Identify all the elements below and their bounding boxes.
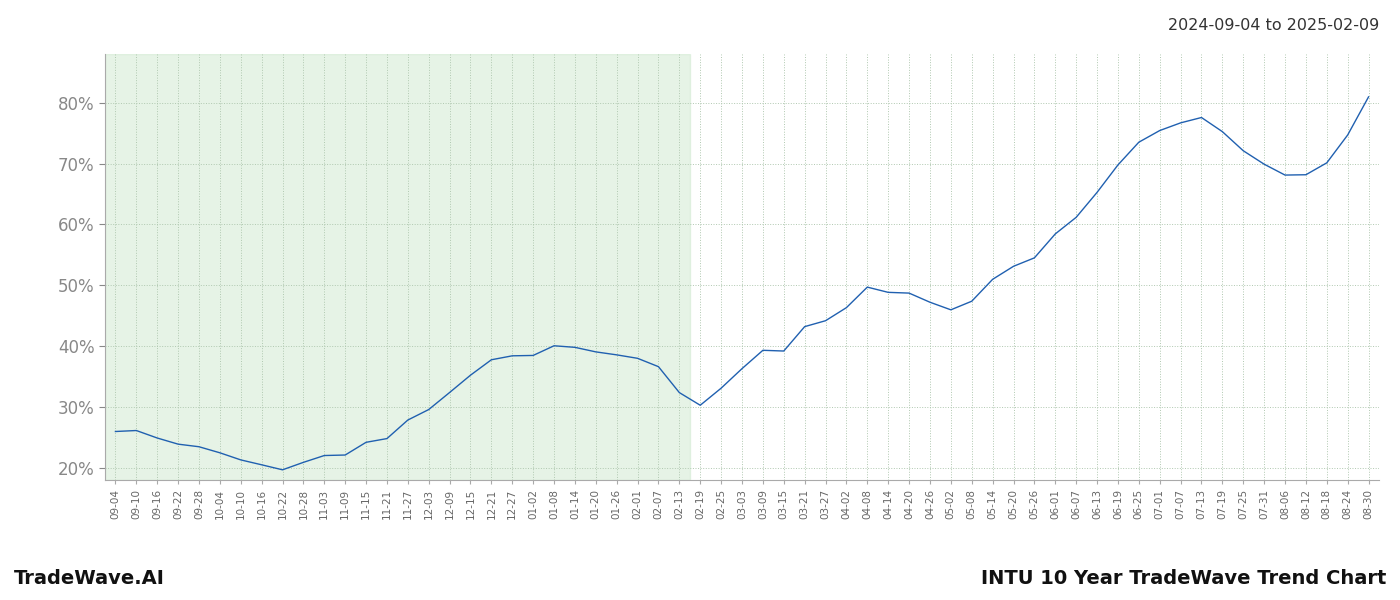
Text: TradeWave.AI: TradeWave.AI: [14, 569, 165, 588]
Text: 2024-09-04 to 2025-02-09: 2024-09-04 to 2025-02-09: [1168, 18, 1379, 33]
Bar: [105, 54, 690, 480]
Text: INTU 10 Year TradeWave Trend Chart: INTU 10 Year TradeWave Trend Chart: [980, 569, 1386, 588]
